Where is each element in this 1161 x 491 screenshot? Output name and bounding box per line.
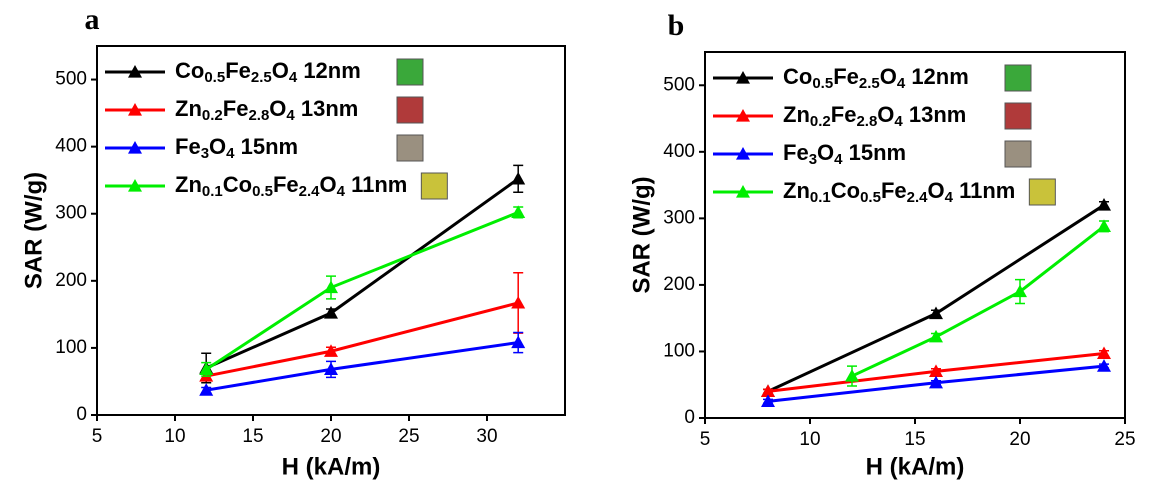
legend-marker [736,185,750,198]
legend-icon [1004,102,1032,130]
legend-icon [1004,64,1032,92]
x-tick-label: 25 [1114,429,1135,450]
y-tick-label: 500 [663,74,695,95]
legend-label: Co0.5Fe2.5O4 12nm [175,58,361,86]
y-tick-label: 200 [663,274,695,295]
legend-marker [128,65,142,78]
x-tick-label: 20 [1009,429,1030,450]
legend-icon [1028,178,1056,206]
marker [324,280,338,294]
y-tick-label: 400 [663,141,695,162]
y-axis-title: SAR (W/g) [628,176,655,293]
x-axis-title: H (kA/m) [282,453,381,480]
panel-label: b [668,9,685,42]
marker [324,344,338,357]
marker [324,362,338,375]
y-tick-label: 300 [663,207,695,228]
series-line [767,203,1105,393]
marker [1097,346,1111,360]
legend-label: Co0.5Fe2.5O4 12nm [783,64,969,92]
x-tick-label: 15 [904,429,925,450]
marker [1097,359,1111,372]
legend-label: Zn0.1Co0.5Fe2.4O4 11nm [783,178,1015,206]
y-tick-label: 0 [76,404,87,425]
marker [845,369,859,382]
marker [511,171,526,185]
x-axis-title: H (kA/m) [866,453,965,480]
legend-marker [128,179,142,192]
legend-icon [396,96,424,124]
marker [761,384,775,397]
y-tick-label: 200 [55,270,87,291]
y-tick-label: 100 [663,340,695,361]
marker [511,295,526,309]
x-tick-label: 10 [799,429,820,450]
marker [324,306,338,319]
legend-label: Fe3O4 15nm [783,140,906,168]
marker [199,383,214,396]
y-tick-label: 400 [55,136,87,157]
y-axis-title: SAR (W/g) [20,172,47,289]
marker [929,364,943,378]
x-tick-label: 5 [700,429,711,450]
marker [1097,219,1111,232]
legend-marker [128,103,142,116]
panel: b 0 100 200 300 400 500 5 10 15 20 25 H (kA/m) SAR (W… [628,9,1135,480]
legend-icon [420,172,448,200]
marker [511,335,526,349]
marker [929,375,943,389]
panel-label: a [85,3,100,36]
legend-marker [736,147,750,160]
series-line [851,225,1105,378]
legend-icon [396,134,424,162]
x-tick-label: 30 [476,426,497,447]
marker [511,205,526,218]
legend-label: Zn0.1Co0.5Fe2.4O4 11nm [175,172,407,200]
y-tick-label: 100 [55,337,87,358]
legend-label: Zn0.2Fe2.8O4 13nm [175,96,358,124]
legend-icon [1004,140,1032,168]
marker [761,394,775,407]
marker [199,362,214,375]
marker [1097,198,1111,211]
x-tick-label: 20 [320,426,341,447]
legend-icon [396,58,424,86]
legend-marker [128,141,142,154]
marker [1013,284,1027,298]
x-tick-label: 25 [398,426,419,447]
y-tick-label: 300 [55,203,87,224]
legend-marker [736,109,750,122]
y-tick-label: 500 [55,69,87,90]
marker [929,306,943,320]
panel: a 0 100 200 300 400 500 5 10 15 20 25 30 H (kA/m) SAR … [20,3,566,480]
x-tick-label: 5 [92,426,103,447]
legend-marker [736,71,750,84]
legend-label: Fe3O4 15nm [175,134,298,162]
x-tick-label: 10 [164,426,185,447]
x-tick-label: 15 [242,426,263,447]
legend-label: Zn0.2Fe2.8O4 13nm [783,102,966,130]
marker [929,329,943,343]
y-tick-label: 0 [684,407,695,428]
